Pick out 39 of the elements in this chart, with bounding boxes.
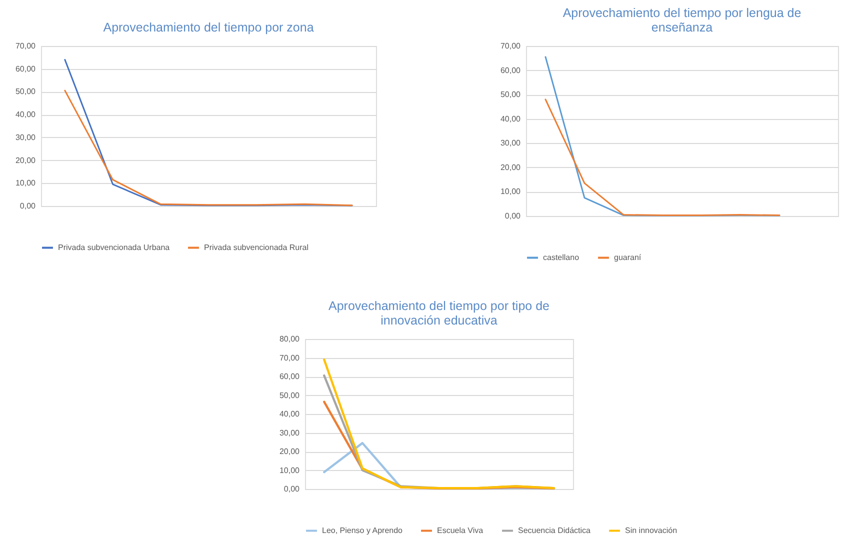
y-tick-label: 40,00 xyxy=(500,114,522,124)
chart-title: Aprovechamiento del tiempo por lengua de enseñanza xyxy=(562,6,802,34)
y-tick-label: 10,00 xyxy=(15,178,36,188)
y-tick-label: 80,00 xyxy=(279,334,300,344)
chart-title: Aprovechamiento del tiempo por zona xyxy=(103,20,314,34)
legend-label: Secuencia Didáctica xyxy=(518,526,592,535)
y-tick-label: 60,00 xyxy=(15,64,36,74)
y-tick-label: 0,00 xyxy=(504,212,522,220)
y-tick-label: 0,00 xyxy=(20,202,36,210)
y-tick-label: 20,00 xyxy=(279,447,300,456)
y-tick-label: 70,00 xyxy=(500,42,522,50)
y-tick-label: 60,00 xyxy=(500,66,522,75)
legend-label: Privada subvencionada Urbana xyxy=(58,242,170,252)
y-tick-label: 40,00 xyxy=(15,110,36,120)
legend-label: Privada subvencionada Rural xyxy=(204,242,309,252)
y-tick-label: 20,00 xyxy=(500,162,522,172)
y-tick-label: 10,00 xyxy=(279,466,300,475)
y-tick-label: 70,00 xyxy=(279,353,300,362)
y-tick-label: 50,00 xyxy=(15,87,36,96)
y-tick-label: 40,00 xyxy=(279,410,300,418)
y-tick-label: 50,00 xyxy=(500,90,522,100)
y-tick-label: 30,00 xyxy=(500,138,522,148)
legend-label: Leo, Pienso y Aprendo xyxy=(322,526,404,535)
y-tick-label: 60,00 xyxy=(279,372,300,381)
y-tick-label: 10,00 xyxy=(500,187,522,196)
legend-label: Sin innovación xyxy=(625,526,678,535)
chart-title: Aprovechamiento del tiempo por tipo de innovación educativa xyxy=(328,299,550,328)
y-tick-label: 30,00 xyxy=(279,428,300,438)
y-tick-label: 30,00 xyxy=(15,132,36,142)
y-tick-label: 0,00 xyxy=(284,484,300,494)
line-series xyxy=(64,90,353,206)
legend-label: Escuela Viva xyxy=(437,526,484,535)
y-tick-label: 50,00 xyxy=(279,390,300,400)
line-series xyxy=(544,98,780,216)
line-series xyxy=(64,58,353,206)
legend-label: castellano xyxy=(543,252,580,262)
y-tick-label: 20,00 xyxy=(15,156,36,165)
y-tick-label: 70,00 xyxy=(15,42,36,50)
legend-label: guaraní xyxy=(614,252,642,262)
